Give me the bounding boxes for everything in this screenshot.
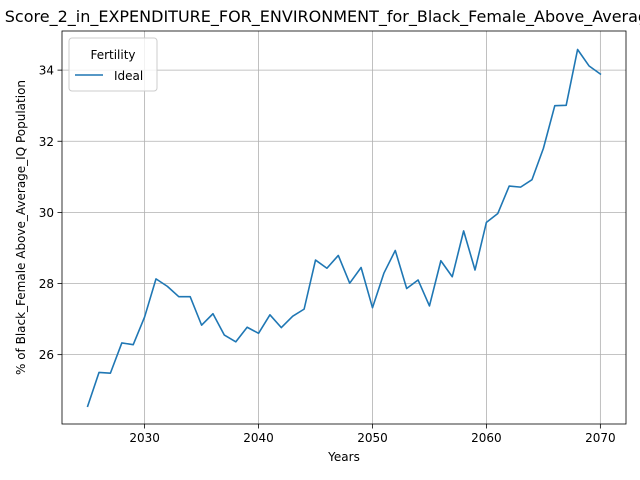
data-point xyxy=(131,342,136,347)
data-point xyxy=(176,294,181,299)
data-point xyxy=(404,286,409,291)
data-point xyxy=(393,248,398,253)
data-point xyxy=(507,184,512,189)
data-point xyxy=(552,103,557,108)
y-tick-label: 32 xyxy=(39,135,54,149)
data-point xyxy=(233,339,238,344)
data-point xyxy=(336,253,341,258)
legend: Fertility Ideal xyxy=(68,37,158,92)
data-point xyxy=(598,72,603,77)
data-point xyxy=(256,331,261,336)
x-tick-label: 2050 xyxy=(357,431,388,445)
data-point xyxy=(347,281,352,286)
data-point xyxy=(438,258,443,263)
data-point xyxy=(541,146,546,151)
data-point xyxy=(108,371,113,376)
data-point xyxy=(359,265,364,270)
data-point xyxy=(245,325,250,330)
y-tick-label: 28 xyxy=(39,277,54,291)
data-point xyxy=(586,63,591,68)
data-point xyxy=(495,211,500,216)
data-point xyxy=(154,276,159,281)
data-point xyxy=(461,228,466,233)
data-point xyxy=(313,258,318,263)
data-point xyxy=(199,323,204,328)
legend-title: Fertility xyxy=(90,48,135,62)
data-point xyxy=(416,277,421,282)
data-point xyxy=(518,185,523,190)
series-layer xyxy=(85,47,603,409)
data-point xyxy=(575,47,580,52)
data-point xyxy=(267,312,272,317)
data-point xyxy=(188,294,193,299)
legend-box xyxy=(68,37,158,92)
data-point xyxy=(324,266,329,271)
series-line-ideal xyxy=(86,48,602,408)
y-tick-label: 34 xyxy=(39,64,54,78)
chart-title: Score_2_in_EXPENDITURE_FOR_ENVIRONMENT_f… xyxy=(5,7,640,27)
data-point xyxy=(85,404,90,409)
data-point xyxy=(473,268,478,273)
x-axis-label: Years xyxy=(327,450,360,464)
y-axis: 26 28 30 32 34 xyxy=(39,64,62,362)
y-tick-label: 26 xyxy=(39,348,54,362)
x-tick-label: 2040 xyxy=(243,431,274,445)
data-point xyxy=(210,311,215,316)
data-point xyxy=(484,220,489,225)
legend-label-ideal: Ideal xyxy=(114,69,143,83)
y-tick-label: 30 xyxy=(39,206,54,220)
grid-lines xyxy=(62,31,626,424)
x-axis: 2030 2040 2050 2060 2070 xyxy=(129,424,616,445)
data-point xyxy=(381,271,386,276)
data-point xyxy=(427,303,432,308)
data-point xyxy=(530,177,535,182)
data-point xyxy=(450,274,455,279)
data-point xyxy=(370,305,375,310)
data-point xyxy=(302,307,307,312)
y-axis-label: % of Black_Female Above_Average_IQ Popul… xyxy=(14,80,28,375)
x-tick-label: 2030 xyxy=(129,431,160,445)
data-point xyxy=(142,314,147,319)
data-point xyxy=(165,284,170,289)
data-point xyxy=(97,370,102,375)
data-point xyxy=(564,103,569,108)
x-tick-label: 2070 xyxy=(585,431,616,445)
data-point xyxy=(290,314,295,319)
data-point xyxy=(279,325,284,330)
plot-frame xyxy=(61,30,627,425)
data-point xyxy=(119,340,124,345)
data-point xyxy=(222,333,227,338)
x-tick-label: 2060 xyxy=(471,431,502,445)
